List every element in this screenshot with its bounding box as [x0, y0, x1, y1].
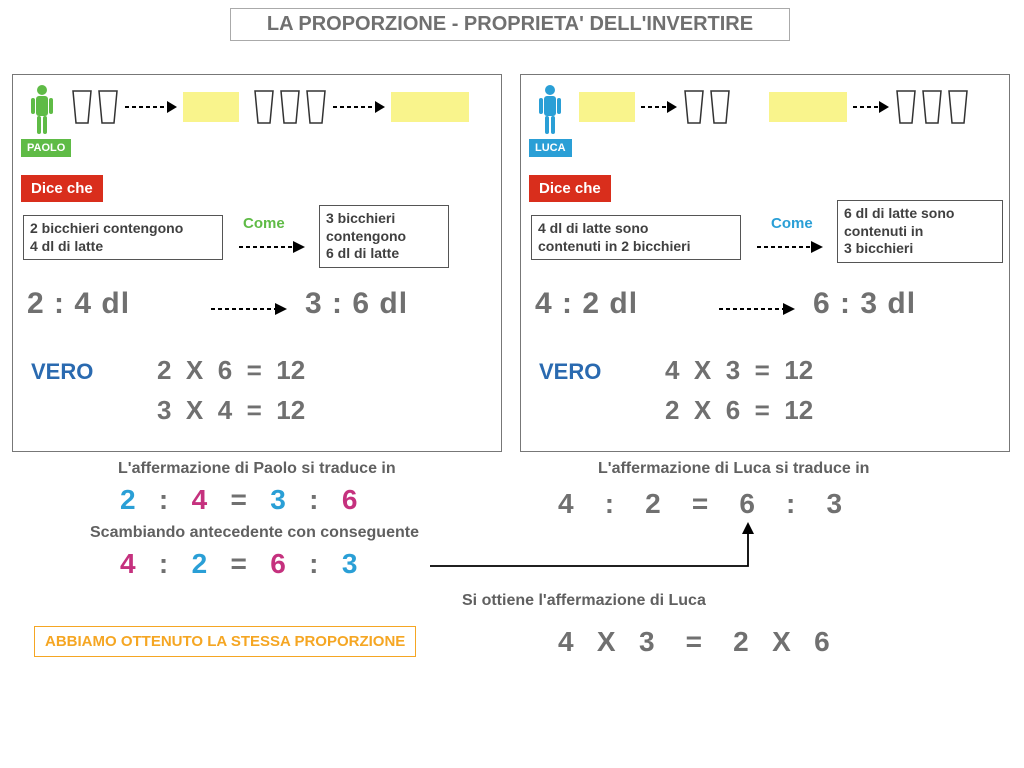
dice-che-badge: Dice che	[529, 175, 611, 202]
arrow-right-icon	[755, 239, 825, 255]
glass-icon	[683, 89, 705, 125]
arrow-right-icon	[237, 239, 307, 255]
glass-icon	[97, 89, 119, 125]
yellow-block	[579, 92, 635, 122]
text: 3 bicchiericontengono6 dl di latte	[326, 210, 406, 261]
glass-icon	[709, 89, 731, 125]
paolo-calc-1: 2 X 6 = 12	[157, 355, 305, 386]
luca-statement-1: 4 dl di latte sonocontenuti in 2 bicchie…	[531, 215, 741, 260]
page-title: LA PROPORZIONE - PROPRIETA' DELL'INVERTI…	[230, 8, 790, 41]
luca-icon-row	[579, 89, 1003, 125]
paolo-statement-2: 3 bicchiericontengono6 dl di latte	[319, 205, 449, 268]
paolo-icon-row	[71, 89, 495, 125]
glass-icon	[921, 89, 943, 125]
person-icon-paolo	[29, 83, 55, 137]
orange-conclusion: ABBIAMO OTTENUTO LA STESSA PROPORZIONE	[34, 626, 416, 657]
paolo-proportion-left: 2 : 4 dl	[27, 287, 130, 321]
connector-arrow	[428, 520, 768, 580]
arrow-right-icon	[331, 99, 387, 115]
luca-calc-1: 4 X 3 = 12	[665, 355, 813, 386]
vero-label: VERO	[31, 359, 93, 385]
arrow-right-icon	[123, 99, 179, 115]
glass-icon	[895, 89, 917, 125]
luca-intro-text: L'affermazione di Luca si traduce in	[598, 460, 869, 478]
luca-proportion-left: 4 : 2 dl	[535, 287, 638, 321]
luca-statement-2: 6 dl di latte sonocontenuti in3 bicchier…	[837, 200, 1003, 263]
vero-label: VERO	[539, 359, 601, 385]
cross-mult: 4 X 3 = 2 X 6	[558, 626, 830, 658]
glass-icon	[253, 89, 275, 125]
yellow-block	[769, 92, 847, 122]
arrow-right-icon	[639, 99, 679, 115]
person-icon-luca	[537, 83, 563, 137]
panel-paolo: PAOLO Dice che 2 bicchieri contengono4 d…	[12, 74, 502, 452]
glass-icon	[71, 89, 93, 125]
paolo-intro-text: L'affermazione di Paolo si traduce in	[118, 460, 396, 478]
text: 4 dl di latte sonocontenuti in 2 bicchie…	[538, 220, 690, 254]
text: 2 bicchieri contengono4 dl di latte	[30, 220, 183, 254]
name-badge-paolo: PAOLO	[21, 139, 71, 157]
arrow-right-icon	[851, 99, 891, 115]
paolo-calc-2: 3 X 4 = 12	[157, 395, 305, 426]
come-label: Come	[243, 215, 285, 232]
yellow-block	[183, 92, 239, 122]
come-label: Come	[771, 215, 813, 232]
name-badge-luca: LUCA	[529, 139, 572, 157]
swap-text: Scambiando antecedente con conseguente	[90, 524, 419, 542]
glass-icon	[947, 89, 969, 125]
paolo-proportion-right: 3 : 6 dl	[305, 287, 408, 321]
arrow-right-icon	[717, 301, 797, 317]
swapped-proportion-colored: 4 : 2 = 6 : 3	[120, 548, 357, 580]
glass-icon	[305, 89, 327, 125]
glass-icon	[279, 89, 301, 125]
arrow-right-icon	[209, 301, 289, 317]
luca-proportion-right: 6 : 3 dl	[813, 287, 916, 321]
text: 6 dl di latte sonocontenuti in3 bicchier…	[844, 205, 954, 256]
dice-che-badge: Dice che	[21, 175, 103, 202]
paolo-proportion-colored: 2 : 4 = 3 : 6	[120, 484, 357, 516]
luca-calc-2: 2 X 6 = 12	[665, 395, 813, 426]
si-ottiene-text: Si ottiene l'affermazione di Luca	[462, 592, 706, 610]
luca-proportion-gray: 4 : 2 = 6 : 3	[558, 488, 842, 520]
panel-luca: LUCA Dice che 4 dl di latte sonocontenut…	[520, 74, 1010, 452]
paolo-statement-1: 2 bicchieri contengono4 dl di latte	[23, 215, 223, 260]
yellow-block	[391, 92, 469, 122]
